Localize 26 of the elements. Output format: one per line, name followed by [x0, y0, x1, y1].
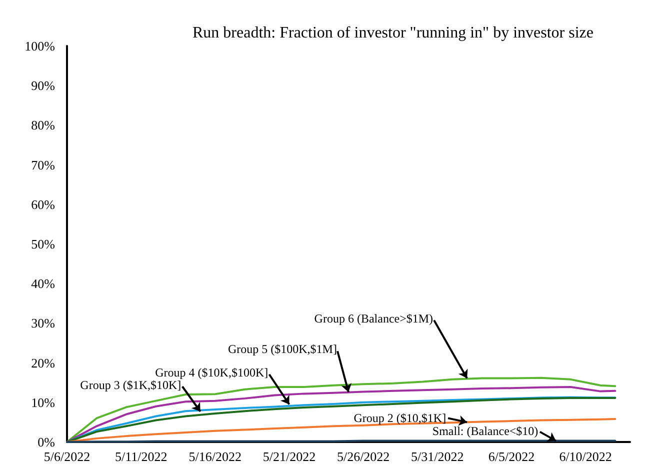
- y-tick-label: 40%: [31, 276, 56, 292]
- annotation: Group 3 ($1K,$10K]: [80, 378, 182, 392]
- x-tick-label: 5/16/2022: [188, 449, 242, 464]
- x-tick-label: 5/21/2022: [262, 449, 316, 464]
- annotation: Group 6 (Balance>$1M): [314, 312, 434, 326]
- annotation: Group 2 ($10,$1K]: [354, 410, 446, 425]
- y-tick-label: 70%: [31, 157, 56, 172]
- x-tick-label: 5/6/2022: [44, 449, 90, 464]
- y-tick-label: 100%: [24, 38, 56, 54]
- y-tick-label: 10%: [31, 394, 56, 410]
- y-tick-label: 30%: [31, 316, 56, 331]
- y-tick-label: 50%: [31, 236, 56, 252]
- x-tick-label: 5/11/2022: [114, 449, 168, 464]
- annotation: Group 5 ($100K,$1M]: [228, 342, 337, 356]
- chart-title: Run breadth: Fraction of investor "running in" by investor size: [192, 24, 594, 42]
- y-tick-label: 60%: [31, 196, 56, 212]
- x-tick-label: 6/10/2022: [559, 449, 612, 464]
- annotation: Group 4 ($10K,$100K]: [155, 366, 268, 380]
- y-tick-label: 20%: [31, 355, 56, 370]
- x-tick-label: 5/31/2022: [411, 449, 464, 464]
- x-tick-label: 5/26/2022: [336, 449, 390, 464]
- x-tick-label: 6/5/2022: [488, 449, 535, 464]
- y-tick-label: 80%: [31, 118, 56, 133]
- y-tick-label: 90%: [31, 78, 56, 94]
- y-tick-label: 0%: [38, 434, 56, 450]
- annotation: Small: (Balance<$10): [432, 424, 538, 438]
